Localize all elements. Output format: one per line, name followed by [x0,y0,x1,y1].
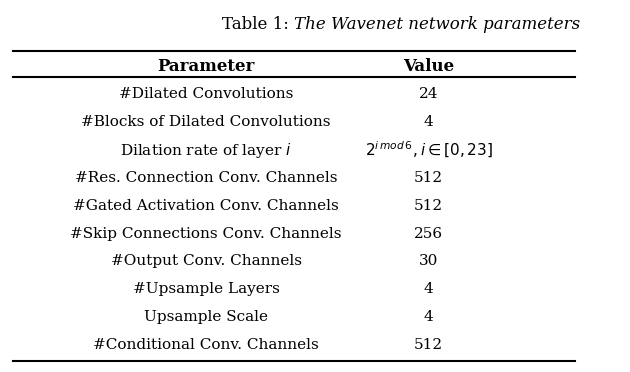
Text: Upsample Scale: Upsample Scale [144,310,268,324]
Text: 4: 4 [424,282,433,296]
Text: Dilation rate of layer $i$: Dilation rate of layer $i$ [120,141,292,160]
Text: 512: 512 [414,338,443,352]
Text: 4: 4 [424,310,433,324]
Text: #Gated Activation Conv. Channels: #Gated Activation Conv. Channels [73,199,339,213]
Text: The Wavenet network parameters: The Wavenet network parameters [294,16,580,33]
Text: 24: 24 [419,87,438,101]
Text: Parameter: Parameter [158,58,255,75]
Text: Value: Value [403,58,454,75]
Text: #Dilated Convolutions: #Dilated Convolutions [119,87,294,101]
Text: #Skip Connections Conv. Channels: #Skip Connections Conv. Channels [71,227,342,241]
Text: #Blocks of Dilated Convolutions: #Blocks of Dilated Convolutions [81,115,331,129]
Text: 30: 30 [419,254,438,269]
Text: Table 1:: Table 1: [222,16,294,33]
Text: 512: 512 [414,199,443,213]
Text: #Upsample Layers: #Upsample Layers [133,282,280,296]
Text: #Output Conv. Channels: #Output Conv. Channels [111,254,302,269]
Text: $2^{i\,mod\,6},i\in[0,23]$: $2^{i\,mod\,6},i\in[0,23]$ [365,140,493,160]
Text: 256: 256 [414,227,443,241]
Text: 4: 4 [424,115,433,129]
Text: 512: 512 [414,171,443,185]
Text: #Conditional Conv. Channels: #Conditional Conv. Channels [93,338,319,352]
Text: #Res. Connection Conv. Channels: #Res. Connection Conv. Channels [75,171,338,185]
